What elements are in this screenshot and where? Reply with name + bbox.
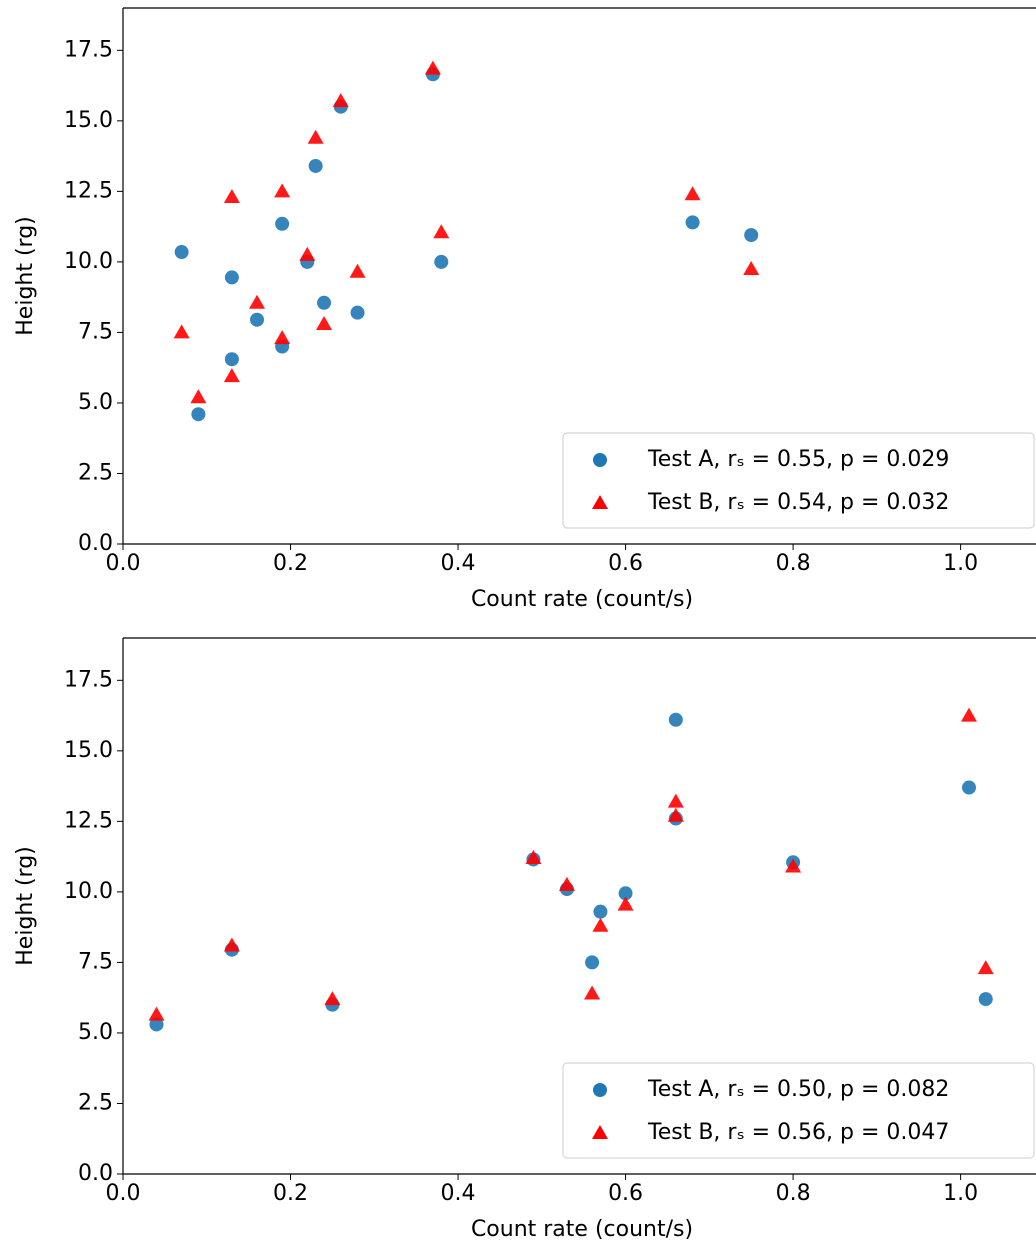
triangle-marker [223,368,240,383]
y-tick-label: 0.0 [78,1161,113,1186]
circle-marker [961,780,976,795]
triangle-marker [592,917,609,932]
y-tick-label: 10.0 [64,249,113,274]
legend-label: Test A, rₛ = 0.55, p = 0.029 [647,447,949,472]
circle-marker [744,228,759,243]
y-tick-label: 5.0 [78,390,113,415]
y-tick-label: 12.5 [64,178,113,203]
legend: Test A, rₛ = 0.50, p = 0.082 Test B, rₛ =… [562,1062,1035,1159]
y-tick-label: 12.5 [64,808,113,833]
triangle-marker [667,793,684,808]
x-tick-label: 1.0 [943,1181,978,1206]
triangle-marker [960,707,977,722]
y-tick-label: 0.0 [78,531,113,556]
y-tick-label: 10.0 [64,879,113,904]
circle-marker [174,245,189,260]
y-tick-label: 17.5 [64,37,113,62]
legend-label: Test A, rₛ = 0.50, p = 0.082 [647,1077,949,1102]
triangle-marker [667,807,684,822]
legend-label: Test B, rₛ = 0.54, p = 0.032 [647,490,949,515]
x-tick-label: 0.4 [441,1181,476,1206]
triangle-marker [617,896,634,911]
subplot: 0.0 2.5 5.0 7.5 10.0 12.5 15.0 17.5 0.0 0.2 0.4 0.6… [13,7,1036,612]
legend-marker [593,453,607,467]
triangle-marker [525,850,542,865]
x-tick-label: 0.8 [776,551,811,576]
circle-marker [317,295,332,310]
x-tick-label: 0.0 [106,551,141,576]
triangle-marker [977,960,994,975]
triangle-marker [148,1006,165,1021]
y-axis-label: Height (rg) [13,846,38,966]
circle-marker [593,904,608,919]
x-tick-label: 0.4 [441,551,476,576]
legend-marker [593,1083,607,1097]
y-tick-label: 7.5 [78,949,113,974]
triangle-marker [785,858,802,873]
circle-marker [250,312,265,327]
triangle-marker [332,93,349,108]
circle-marker [585,955,600,970]
y-tick-label: 15.0 [64,738,113,763]
circle-marker [618,886,633,901]
x-tick-label: 1.0 [943,551,978,576]
y-tick-label: 5.0 [78,1020,113,1045]
legend-marker [592,1125,608,1139]
triangle-marker [558,876,575,891]
x-tick-label: 0.6 [608,1181,643,1206]
x-tick-label: 0.0 [106,1181,141,1206]
y-tick-label: 2.5 [78,460,113,485]
circle-marker [275,216,290,231]
circle-marker [224,352,239,367]
x-tick-label: 0.8 [776,1181,811,1206]
circle-marker [149,1017,164,1032]
legend-marker [592,495,608,509]
x-axis-label: Count rate (count/s) [471,1217,693,1242]
triangle-marker [190,389,207,404]
y-tick-label: 15.0 [64,108,113,133]
circle-marker [224,270,239,285]
circle-marker [978,992,993,1007]
triangle-marker [743,260,760,275]
legend: Test A, rₛ = 0.55, p = 0.029 Test B, rₛ =… [562,432,1035,529]
y-tick-label: 2.5 [78,1090,113,1115]
x-tick-label: 0.2 [273,1181,308,1206]
triangle-marker [307,129,324,144]
triangle-marker [684,186,701,201]
triangle-marker [173,324,190,339]
triangle-marker [249,294,266,309]
legend-box [562,1062,1035,1159]
triangle-marker [324,991,341,1006]
triangle-marker [584,985,601,1000]
legend-label: Test B, rₛ = 0.56, p = 0.047 [647,1120,949,1145]
triangle-marker [349,263,366,278]
circle-marker [668,712,683,727]
legend-box [562,432,1035,529]
triangle-marker [223,189,240,204]
triangle-marker [223,937,240,952]
circle-marker [350,305,365,320]
circle-marker [191,407,206,422]
y-axis-label: Height (rg) [13,216,38,336]
x-tick-label: 0.2 [273,551,308,576]
x-axis-label: Count rate (count/s) [471,587,693,612]
subplot: 0.0 2.5 5.0 7.5 10.0 12.5 15.0 17.5 0.0 0.2 0.4 0.6… [13,637,1036,1242]
triangle-marker [274,183,291,198]
triangle-marker [316,315,333,330]
circle-marker [685,215,700,230]
y-tick-label: 17.5 [64,667,113,692]
triangle-marker [433,224,450,239]
circle-marker [308,158,323,173]
triangle-marker [274,330,291,345]
triangle-marker [299,246,316,261]
circle-marker [434,254,449,269]
y-tick-label: 7.5 [78,319,113,344]
x-tick-label: 0.6 [608,551,643,576]
triangle-marker [424,60,441,75]
